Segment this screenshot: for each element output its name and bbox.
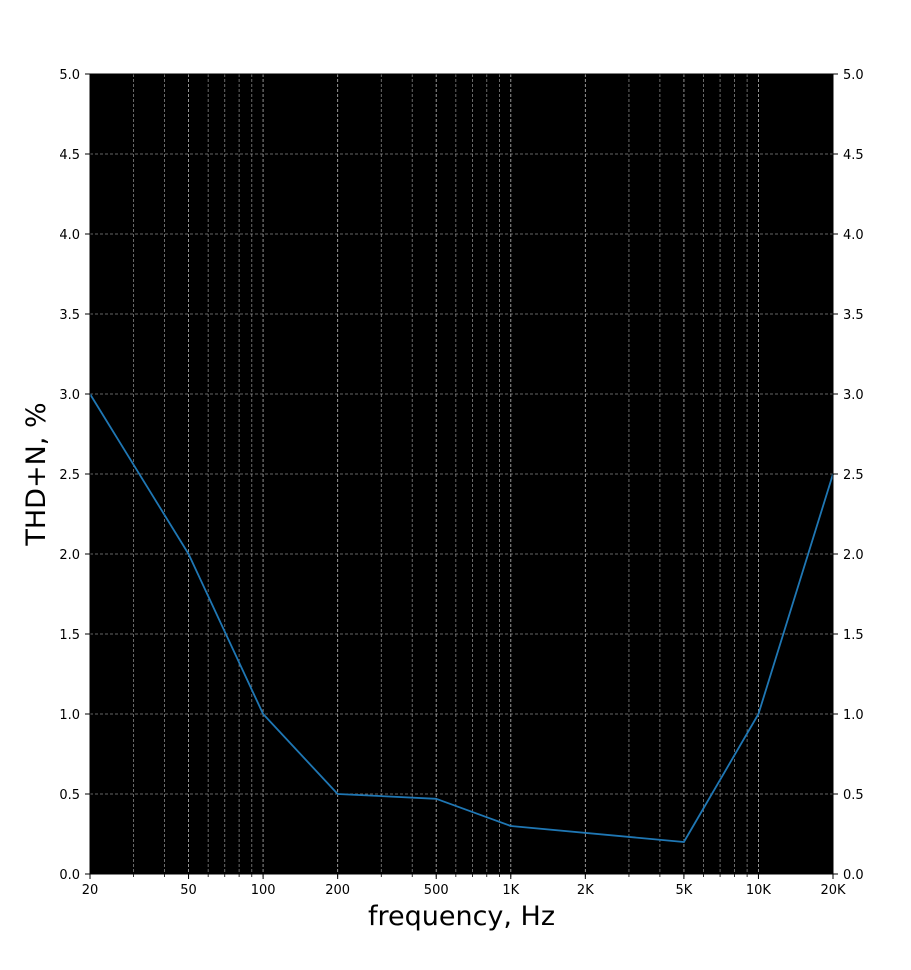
y-tick-label-right: 4.5	[843, 148, 864, 163]
y-tick-label-right: 3.5	[843, 308, 864, 323]
x-tick-label: 100	[251, 883, 276, 898]
y-tick-label-left: 1.0	[59, 708, 80, 723]
x-tick-label: 20	[82, 883, 99, 898]
y-tick-label-right: 3.0	[843, 388, 864, 403]
y-tick-label-left: 0.5	[59, 788, 80, 803]
x-tick-label: 500	[424, 883, 449, 898]
y-tick-label-right: 4.0	[843, 228, 864, 243]
y-tick-label-right: 1.0	[843, 708, 864, 723]
y-tick-label-left: 1.5	[59, 628, 80, 643]
y-tick-label-left: 4.0	[59, 228, 80, 243]
y-tick-label-left: 3.5	[59, 308, 80, 323]
y-tick-label-left: 3.0	[59, 388, 80, 403]
y-tick-label-left: 4.5	[59, 148, 80, 163]
x-axis-title: frequency, Hz	[368, 901, 555, 932]
y-tick-label-right: 2.5	[843, 468, 864, 483]
y-tick-label-left: 2.5	[59, 468, 80, 483]
x-tick-label: 200	[325, 883, 350, 898]
x-tick-label: 1K	[502, 883, 519, 898]
y-tick-label-right: 5.0	[843, 68, 864, 83]
y-tick-label-left: 2.0	[59, 548, 80, 563]
y-tick-label-right: 0.0	[843, 868, 864, 883]
x-tick-label: 5K	[675, 883, 692, 898]
x-tick-label: 20K	[820, 883, 846, 898]
grid	[89, 73, 834, 875]
x-tick-label: 2K	[577, 883, 594, 898]
y-tick-label-right: 1.5	[843, 628, 864, 643]
y-tick-label-left: 0.0	[59, 868, 80, 883]
y-tick-label-right: 0.5	[843, 788, 864, 803]
y-tick-label-right: 2.0	[843, 548, 864, 563]
x-tick-label: 50	[180, 883, 197, 898]
y-tick-label-left: 5.0	[59, 68, 80, 83]
x-tick-label: 10K	[746, 883, 772, 898]
y-axis-title: THD+N, %	[21, 402, 52, 546]
